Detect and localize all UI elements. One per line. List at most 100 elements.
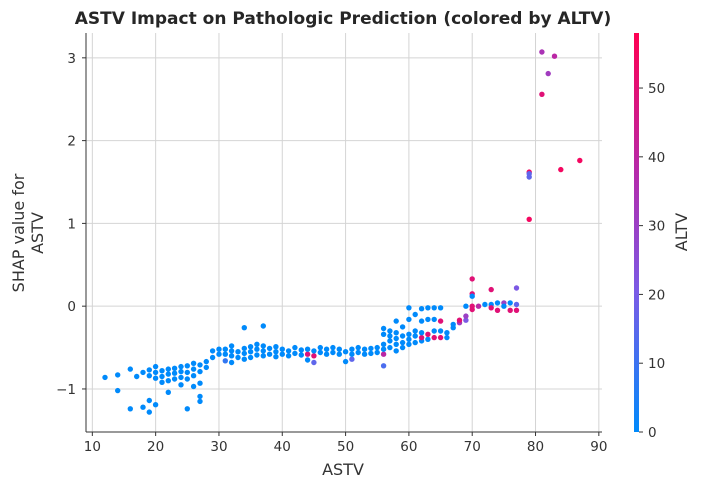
- y-tick-label: 3: [67, 51, 76, 67]
- scatter-point: [336, 351, 342, 357]
- scatter-point: [273, 344, 279, 350]
- scatter-point: [102, 374, 108, 381]
- axes: [85, 33, 602, 433]
- colorbar-tick-label: 20: [648, 287, 665, 303]
- scatter-point: [266, 351, 273, 357]
- x-tick-label: 20: [147, 439, 164, 455]
- scatter-point: [273, 354, 279, 360]
- scatter-point: [330, 344, 336, 351]
- scatter-point: [311, 353, 317, 359]
- scatter-point: [380, 363, 387, 369]
- colorbar-tick-label: 50: [648, 81, 665, 97]
- scatter-point: [444, 330, 450, 336]
- scatter-point: [152, 363, 159, 370]
- y-tick-label: 1: [67, 216, 76, 232]
- scatter-point: [165, 378, 171, 384]
- scatter-point: [374, 349, 380, 356]
- scatter-point: [406, 305, 412, 311]
- scatter-point: [431, 316, 437, 323]
- scatter-point: [197, 380, 203, 386]
- scatter-point: [247, 354, 254, 361]
- scatter-point: [342, 349, 349, 355]
- scatter-point: [190, 366, 197, 372]
- scatter-point: [425, 331, 431, 337]
- scatter-point: [380, 325, 387, 332]
- scatter-point: [140, 404, 146, 410]
- scatter-point: [412, 311, 418, 318]
- scatter-point: [159, 379, 165, 385]
- scatter-point: [412, 328, 418, 334]
- scatter-point: [330, 349, 336, 356]
- scatter-point: [437, 305, 444, 311]
- scatter-point: [203, 364, 209, 371]
- scatter-point: [577, 157, 583, 164]
- scatter-point: [184, 406, 190, 412]
- scatter-point: [418, 318, 425, 324]
- scatter-point: [292, 350, 298, 357]
- scatter-point: [311, 348, 317, 354]
- scatter-point: [184, 369, 190, 376]
- y-axis-label: SHAP value for ASTV: [9, 173, 47, 292]
- scatter-point: [235, 354, 241, 361]
- scatter-point: [387, 338, 393, 344]
- scatter-point: [228, 343, 235, 349]
- scatter-point: [393, 330, 399, 336]
- x-axis-label: ASTV: [322, 460, 364, 479]
- scatter-point: [475, 303, 482, 309]
- scatter-point: [361, 346, 368, 352]
- scatter-point: [406, 331, 412, 337]
- scatter-point: [425, 316, 431, 323]
- scatter-point: [171, 370, 178, 376]
- scatter-point: [406, 316, 412, 323]
- scatter-point: [444, 334, 450, 341]
- scatter-point: [203, 358, 209, 365]
- scatter-point: [254, 346, 260, 352]
- scatter-points: [102, 49, 583, 415]
- scatter-point: [146, 397, 152, 404]
- scatter-point: [254, 341, 260, 347]
- scatter-point: [260, 343, 266, 349]
- scatter-point: [412, 333, 418, 339]
- scatter-point: [380, 346, 387, 352]
- scatter-point: [437, 334, 444, 341]
- scatter-point: [184, 363, 190, 369]
- scatter-point: [171, 376, 178, 382]
- scatter-point: [323, 351, 330, 357]
- scatter-point: [361, 351, 368, 357]
- scatter-point: [115, 372, 121, 378]
- scatter-point: [241, 350, 247, 357]
- scatter-point: [558, 166, 564, 173]
- scatter-point: [380, 351, 387, 357]
- scatter-point: [368, 345, 374, 352]
- scatter-point: [152, 375, 159, 381]
- scatter-point: [507, 307, 513, 313]
- scatter-point: [273, 349, 279, 355]
- scatter-point: [456, 317, 463, 323]
- scatter-point: [159, 368, 165, 374]
- scatter-point: [216, 351, 222, 357]
- scatter-point: [399, 333, 406, 339]
- scatter-point: [247, 344, 254, 350]
- grid: [86, 33, 602, 432]
- scatter-point: [349, 351, 355, 357]
- colorbar: [634, 33, 639, 432]
- scatter-point: [254, 352, 260, 358]
- scatter-point: [222, 346, 228, 352]
- scatter-point: [349, 346, 355, 352]
- scatter-point: [393, 348, 399, 354]
- scatter-point: [178, 368, 184, 375]
- scatter-point: [190, 373, 197, 379]
- x-tick-label: 40: [274, 439, 291, 455]
- scatter-point: [545, 70, 551, 77]
- scatter-point: [279, 351, 285, 357]
- scatter-point: [539, 91, 545, 98]
- y-tick-label: 0: [67, 299, 76, 315]
- scatter-point: [393, 335, 399, 342]
- scatter-point: [488, 286, 494, 293]
- colorbar-tick-label: 0: [648, 425, 657, 441]
- scatter-point: [228, 359, 235, 366]
- x-tick-label: 30: [210, 439, 227, 455]
- scatter-point: [488, 305, 494, 311]
- scatter-point: [165, 371, 171, 377]
